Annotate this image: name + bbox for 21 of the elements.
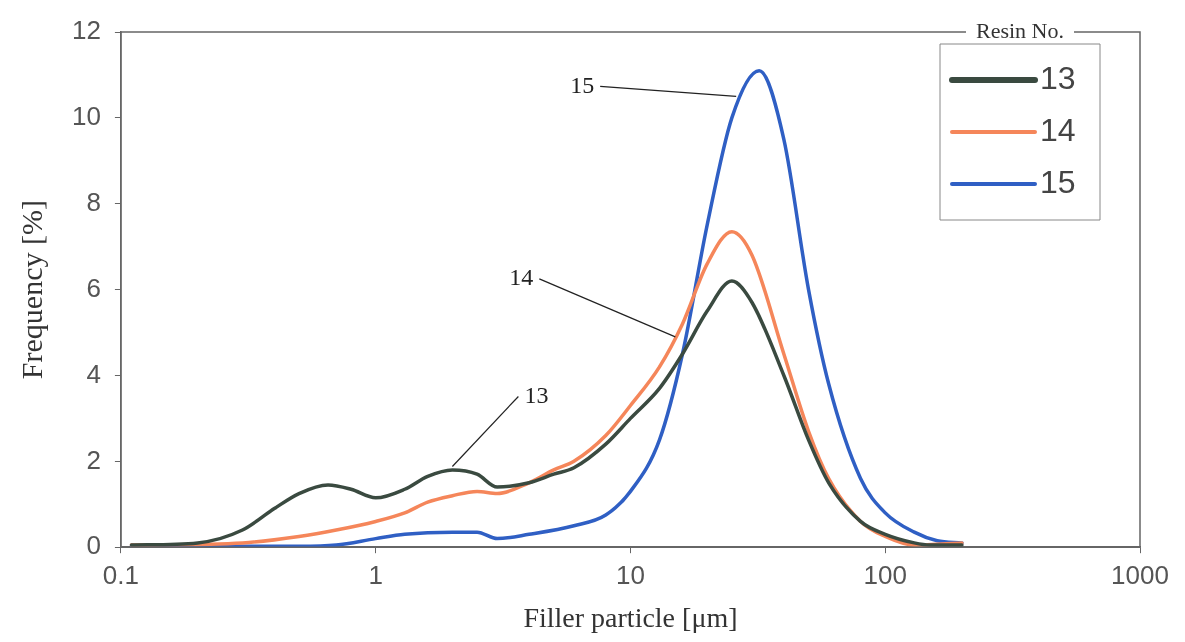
y-tick-label: 10 bbox=[72, 101, 101, 132]
y-tick-label: 6 bbox=[86, 272, 101, 303]
x-tick-label: 1000 bbox=[1111, 559, 1169, 590]
x-axis-title: Filler particle [μm] bbox=[523, 601, 738, 633]
x-tick-label: 100 bbox=[863, 559, 907, 590]
y-tick-label: 4 bbox=[86, 358, 101, 389]
legend-label: 14 bbox=[1040, 111, 1076, 148]
legend-label: 15 bbox=[1040, 163, 1076, 200]
annotation: 15 bbox=[570, 71, 595, 98]
y-tick-label: 8 bbox=[86, 186, 101, 217]
legend-label: 13 bbox=[1040, 59, 1076, 96]
annotation: 13 bbox=[524, 381, 549, 408]
x-tick-label: 0.1 bbox=[102, 559, 139, 590]
y-tick-label: 12 bbox=[72, 15, 101, 46]
legend-title: Resin No. bbox=[976, 17, 1064, 43]
y-tick-label: 0 bbox=[86, 530, 101, 561]
annotation: 14 bbox=[509, 264, 534, 291]
x-tick-label: 10 bbox=[616, 559, 645, 590]
y-axis-title: Frequency [%] bbox=[14, 200, 48, 380]
x-tick-label: 1 bbox=[368, 559, 383, 590]
y-tick-label: 2 bbox=[86, 444, 101, 475]
